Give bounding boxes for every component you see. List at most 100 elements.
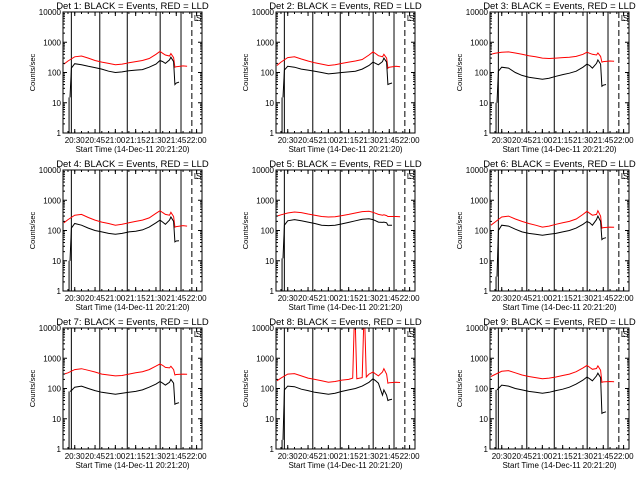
y-tick-label: 10000 (466, 8, 489, 17)
y-tick-label: 10 (479, 415, 488, 424)
x-tick-label: 22:00 (614, 136, 635, 145)
y-tick-label: 10000 (252, 166, 275, 175)
corner-letter: L (194, 172, 199, 181)
y-tick-label: 1000 (43, 354, 61, 363)
x-tick-label: 22:00 (187, 294, 208, 303)
x-tick-label: 21:45 (166, 136, 187, 145)
panel-title: Det 7: BLACK = Events, RED = LLD (56, 317, 209, 328)
x-axis-label: Start Time (14-Dec-11 20:21:20) (502, 461, 616, 470)
corner-letter: S (623, 14, 628, 23)
y-tick-label: 10 (479, 257, 488, 266)
x-tick-label: 21:15 (339, 452, 360, 461)
y-tick-label: 10 (265, 415, 274, 424)
x-tick-label: 21:30 (573, 452, 594, 461)
x-tick-label: 20:30 (492, 452, 513, 461)
y-axis-label: Counts/sec (28, 211, 37, 249)
x-tick-label: 21:30 (573, 294, 594, 303)
lld-series-line (63, 50, 188, 68)
x-tick-label: 20:30 (278, 294, 299, 303)
x-tick-label: 22:00 (400, 136, 421, 145)
panel-1: Det 1: BLACK = Events, RED = LLD LS 1 10 100… (28, 1, 209, 154)
x-tick-label: 21:15 (339, 136, 360, 145)
events-series-line (496, 58, 607, 103)
y-tick-label: 1 (57, 129, 62, 138)
x-tick-label: 21:30 (573, 136, 594, 145)
x-tick-label: 20:45 (85, 136, 106, 145)
y-tick-label: 1 (270, 129, 275, 138)
x-tick-label: 21:30 (359, 294, 380, 303)
y-tick-label: 10 (265, 99, 274, 108)
x-tick-label: 21:45 (166, 294, 187, 303)
y-tick-label: 100 (48, 69, 62, 78)
x-tick-label: 20:45 (85, 452, 106, 461)
panel-title: Det 6: BLACK = Events, RED = LLD (483, 159, 636, 170)
y-tick-label: 10 (52, 257, 61, 266)
x-axis-label: Start Time (14-Dec-11 20:21:20) (75, 145, 189, 154)
y-tick-label: 1 (57, 445, 62, 454)
x-tick-label: 21:45 (379, 136, 400, 145)
events-series-line (282, 218, 393, 259)
x-tick-label: 21:30 (146, 136, 167, 145)
events-series-line (282, 57, 393, 98)
x-tick-label: 20:30 (65, 452, 86, 461)
y-tick-label: 100 (261, 227, 275, 236)
y-tick-label: 10000 (39, 166, 62, 175)
y-tick-label: 1 (270, 445, 275, 454)
panel-title: Det 2: BLACK = Events, RED = LLD (269, 1, 422, 12)
y-tick-label: 100 (48, 227, 62, 236)
y-tick-label: 100 (48, 385, 62, 394)
x-axis-label: Start Time (14-Dec-11 20:21:20) (288, 461, 402, 470)
y-tick-label: 1000 (256, 196, 274, 205)
x-tick-label: 21:15 (126, 294, 147, 303)
corner-letter: L (194, 330, 199, 339)
x-tick-label: 21:00 (532, 136, 553, 145)
corner-letter: S (409, 330, 414, 339)
y-tick-label: 10000 (466, 166, 489, 175)
corner-letter: L (407, 330, 412, 339)
x-tick-label: 21:00 (105, 294, 126, 303)
corner-letter: L (407, 172, 412, 181)
lld-series-line (490, 51, 615, 63)
panel-2: Det 2: BLACK = Events, RED = LLD LS 1 10 100… (241, 1, 422, 154)
x-tick-label: 20:30 (492, 136, 513, 145)
x-tick-label: 21:15 (553, 294, 574, 303)
lld-series-line (63, 210, 188, 228)
y-tick-label: 1 (484, 287, 489, 296)
y-axis-label: Counts/sec (28, 369, 37, 407)
y-axis-label: Counts/sec (455, 369, 464, 407)
y-tick-label: 1 (484, 129, 489, 138)
y-tick-label: 100 (475, 385, 489, 394)
events-series-line (282, 378, 393, 440)
x-tick-label: 21:30 (359, 452, 380, 461)
lld-series-line (276, 210, 401, 218)
y-tick-label: 10000 (466, 324, 489, 333)
x-tick-label: 21:45 (593, 294, 614, 303)
x-tick-label: 21:45 (593, 136, 614, 145)
x-tick-label: 20:45 (298, 452, 319, 461)
x-tick-label: 22:00 (400, 294, 421, 303)
lld-series-line (63, 363, 188, 377)
x-tick-label: 20:45 (512, 294, 533, 303)
x-tick-label: 22:00 (187, 452, 208, 461)
y-tick-label: 10 (52, 99, 61, 108)
corner-letter: S (196, 14, 201, 23)
lld-series-line (276, 51, 401, 69)
x-tick-label: 21:15 (553, 136, 574, 145)
panel-9: Det 9: BLACK = Events, RED = LLD LS 1 10 100… (455, 317, 636, 470)
panel-8: Det 8: BLACK = Events, RED = LLD LS 1 10 100… (241, 317, 422, 470)
x-tick-label: 21:30 (146, 452, 167, 461)
x-axis-label: Start Time (14-Dec-11 20:21:20) (75, 461, 189, 470)
x-tick-label: 20:30 (492, 294, 513, 303)
x-axis-label: Start Time (14-Dec-11 20:21:20) (502, 303, 616, 312)
events-series-line (496, 214, 607, 277)
y-tick-label: 1000 (256, 354, 274, 363)
y-tick-label: 1 (57, 287, 62, 296)
x-tick-label: 21:00 (318, 294, 339, 303)
x-tick-label: 21:00 (532, 452, 553, 461)
x-tick-label: 21:45 (379, 452, 400, 461)
x-tick-label: 20:45 (85, 294, 106, 303)
x-tick-label: 22:00 (614, 294, 635, 303)
lld-series-line (490, 364, 615, 383)
x-tick-label: 20:45 (298, 294, 319, 303)
x-tick-label: 22:00 (400, 452, 421, 461)
